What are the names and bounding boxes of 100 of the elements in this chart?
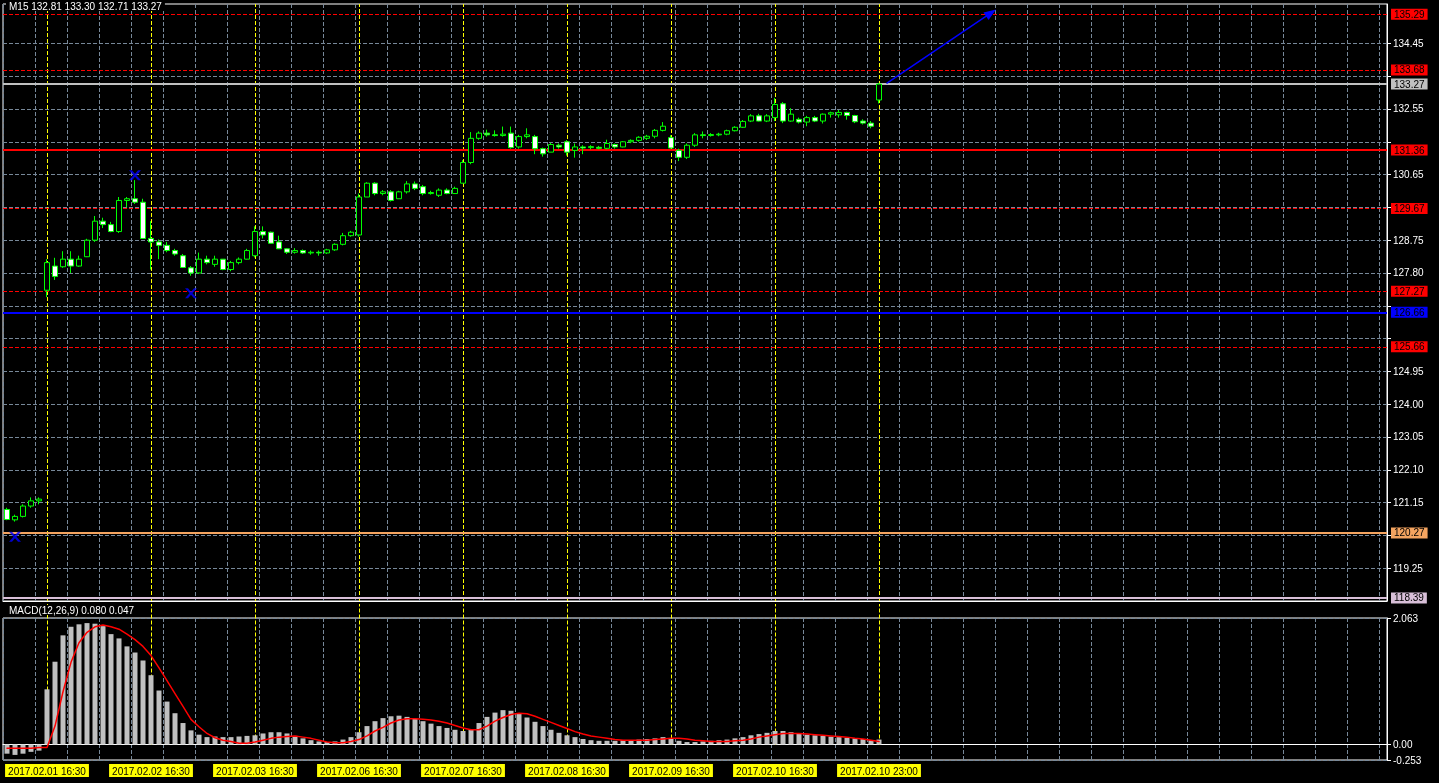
bar (108, 634, 114, 745)
candlestick (172, 248, 178, 257)
y-tick-label: 127.80 (1393, 267, 1425, 279)
candlestick (748, 113, 754, 123)
candlestick (532, 134, 538, 155)
candlestick (236, 256, 242, 265)
candlestick (652, 128, 658, 139)
y-tick-label: 124.00 (1393, 398, 1425, 410)
bar (164, 701, 170, 745)
candlestick (500, 126, 506, 138)
ref-line-label: 120.27 (1394, 527, 1426, 539)
candlestick (756, 113, 762, 122)
bar (172, 713, 178, 745)
bar (100, 626, 106, 745)
candlestick (244, 248, 250, 261)
candlestick (772, 97, 778, 122)
bar (60, 635, 66, 745)
bar (524, 717, 530, 745)
candlestick (84, 238, 90, 258)
candlestick (412, 180, 418, 191)
candlestick (788, 107, 794, 123)
candlestick (92, 215, 98, 243)
candlestick (428, 190, 434, 196)
candlestick (300, 249, 306, 255)
candlestick (820, 112, 826, 124)
bar (572, 737, 578, 745)
bar (428, 723, 434, 745)
chart-title: M15 132.81 133.30 132.71 133.27 (9, 0, 163, 12)
bar (548, 729, 554, 745)
candlestick (44, 258, 50, 298)
candlestick (804, 115, 810, 127)
x-tick-label: 2017.02.03 16:30 (216, 765, 295, 777)
bar (540, 726, 546, 745)
candlestick (356, 193, 362, 238)
candlestick (12, 514, 18, 523)
x-tick-label: 2017.02.08 16:30 (528, 765, 607, 777)
bar (124, 646, 130, 745)
candlestick (588, 144, 594, 150)
x-tick-label: 2017.02.09 16:30 (632, 765, 711, 777)
bar (452, 729, 458, 745)
candlestick (780, 101, 786, 124)
x-tick-label: 2017.02.02 16:30 (112, 765, 191, 777)
y-tick-label: 130.65 (1393, 169, 1425, 181)
bar (140, 660, 146, 745)
bar (484, 716, 490, 745)
candlestick (436, 187, 442, 198)
candlestick (876, 82, 882, 104)
candlestick (556, 143, 562, 150)
ref-line-label: 126.66 (1394, 306, 1426, 318)
bar (180, 723, 186, 745)
bar (396, 715, 402, 745)
bar (44, 689, 50, 745)
candlestick (332, 242, 338, 252)
x-tick-label: 2017.02.06 16:30 (320, 765, 399, 777)
bar (444, 727, 450, 745)
candlestick (404, 180, 410, 195)
candlestick (204, 255, 210, 265)
y-tick-label: 124.95 (1393, 365, 1425, 377)
candlestick (604, 139, 610, 150)
candlestick (620, 140, 626, 148)
bar (84, 623, 90, 745)
bar (532, 721, 538, 745)
candlestick (596, 145, 602, 150)
candlestick (292, 247, 298, 255)
bar (476, 723, 482, 745)
bar (788, 732, 794, 745)
candlestick (764, 113, 770, 123)
candlestick (276, 235, 282, 250)
candlestick (188, 265, 194, 277)
candlestick (460, 159, 466, 184)
candlestick (548, 142, 554, 153)
candlestick (564, 139, 570, 157)
candlestick (220, 258, 226, 271)
x-tick-label: 2017.02.10 16:30 (736, 765, 815, 777)
bar (500, 710, 506, 745)
candlestick (628, 138, 634, 144)
candlestick (228, 260, 234, 272)
point (129, 170, 141, 181)
candlestick (36, 496, 42, 505)
candlestick (716, 132, 722, 137)
bar (588, 740, 594, 745)
candlestick (484, 129, 490, 138)
line-series (6, 624, 880, 749)
candlestick (340, 232, 346, 246)
candlestick (284, 247, 290, 255)
candlestick (644, 134, 650, 141)
candlestick (468, 131, 474, 165)
ref-line-label: 133.68 (1394, 64, 1426, 76)
candlestick (388, 189, 394, 202)
bar (564, 735, 570, 745)
candlestick (156, 238, 162, 260)
candlestick (308, 250, 314, 256)
y-tick-label: 128.75 (1393, 234, 1425, 246)
y-tick-label: 119.25 (1393, 562, 1424, 574)
ref-line-label: 125.66 (1394, 341, 1426, 353)
bar (812, 735, 818, 745)
point (185, 288, 197, 299)
bar (132, 652, 138, 745)
candlestick (476, 130, 482, 141)
candlestick (580, 144, 586, 155)
